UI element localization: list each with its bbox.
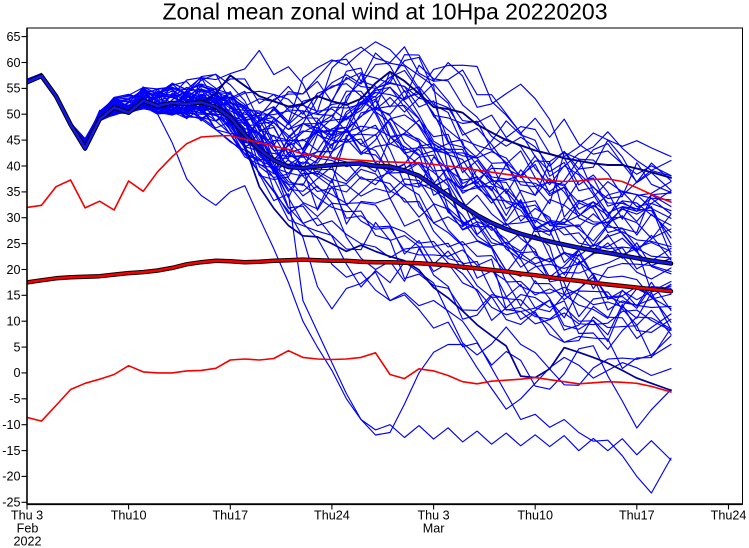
svg-text:35: 35 — [6, 185, 20, 199]
svg-text:Thu24: Thu24 — [711, 509, 747, 523]
svg-text:60: 60 — [6, 56, 20, 70]
svg-text:Thu 3: Thu 3 — [11, 509, 43, 523]
svg-text:45: 45 — [6, 133, 20, 147]
svg-text:10: 10 — [6, 315, 20, 329]
svg-text:Thu10: Thu10 — [111, 509, 147, 523]
svg-text:Thu17: Thu17 — [212, 509, 248, 523]
svg-text:30: 30 — [6, 211, 20, 225]
svg-text:Thu24: Thu24 — [314, 509, 350, 523]
svg-text:-25: -25 — [2, 496, 20, 510]
svg-text:-5: -5 — [9, 392, 20, 406]
svg-text:Thu17: Thu17 — [619, 509, 655, 523]
svg-text:2022: 2022 — [13, 535, 41, 548]
svg-text:-20: -20 — [2, 470, 20, 484]
svg-text:55: 55 — [6, 82, 20, 96]
svg-text:20: 20 — [6, 263, 20, 277]
svg-text:Zonal mean zonal wind at 10Hpa: Zonal mean zonal wind at 10Hpa 20220203 — [163, 0, 608, 25]
svg-text:15: 15 — [6, 289, 20, 303]
svg-text:Thu10: Thu10 — [517, 509, 553, 523]
svg-text:25: 25 — [6, 237, 20, 251]
svg-text:Mar: Mar — [423, 522, 445, 536]
svg-text:50: 50 — [6, 108, 20, 122]
svg-text:Thu 3: Thu 3 — [417, 509, 449, 523]
svg-text:5: 5 — [13, 340, 20, 354]
svg-text:0: 0 — [13, 366, 20, 380]
svg-text:65: 65 — [6, 30, 20, 44]
svg-text:-10: -10 — [2, 418, 20, 432]
svg-text:Feb: Feb — [17, 522, 39, 536]
svg-text:40: 40 — [6, 159, 20, 173]
svg-text:-15: -15 — [2, 444, 20, 458]
